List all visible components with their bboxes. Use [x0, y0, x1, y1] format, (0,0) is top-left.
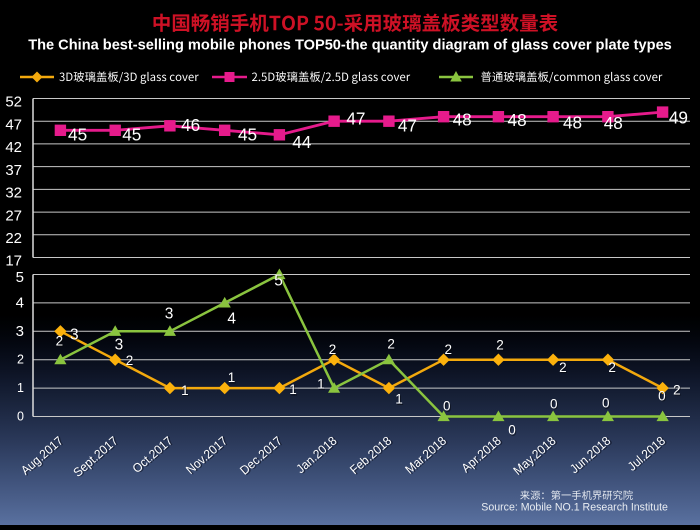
svg-text:3: 3 — [71, 328, 80, 345]
svg-text:3: 3 — [165, 305, 174, 322]
svg-text:5: 5 — [16, 269, 24, 286]
svg-text:47: 47 — [398, 116, 417, 136]
svg-text:2: 2 — [57, 335, 65, 350]
svg-text:1: 1 — [290, 383, 298, 398]
svg-text:47: 47 — [5, 116, 22, 133]
svg-text:46: 46 — [181, 115, 200, 135]
svg-text:0: 0 — [550, 397, 558, 412]
svg-text:4: 4 — [16, 295, 24, 312]
svg-text:3: 3 — [70, 326, 79, 343]
svg-text:0: 0 — [602, 396, 610, 411]
svg-text:48: 48 — [604, 113, 623, 133]
svg-text:45: 45 — [122, 125, 141, 145]
svg-text:22: 22 — [5, 230, 22, 247]
svg-text:32: 32 — [5, 185, 22, 202]
svg-text:2: 2 — [445, 343, 453, 358]
svg-text:2: 2 — [608, 360, 616, 375]
svg-text:The China best-selling mobile: The China best-selling mobile phones TOP… — [28, 38, 672, 54]
svg-text:2: 2 — [17, 353, 24, 367]
svg-text:3: 3 — [116, 338, 125, 355]
svg-text:2: 2 — [388, 338, 396, 353]
svg-text:2: 2 — [673, 382, 681, 397]
svg-text:49: 49 — [669, 108, 688, 128]
svg-text:52: 52 — [5, 94, 22, 111]
svg-text:48: 48 — [453, 109, 472, 129]
svg-text:27: 27 — [5, 207, 22, 224]
svg-text:45: 45 — [238, 124, 257, 144]
svg-text:2: 2 — [560, 361, 568, 376]
svg-text:2: 2 — [127, 354, 135, 369]
svg-text:1: 1 — [182, 384, 190, 399]
svg-text:17: 17 — [5, 253, 22, 270]
svg-text:45: 45 — [68, 125, 87, 145]
svg-text:2: 2 — [496, 338, 504, 353]
svg-text:5: 5 — [275, 274, 284, 291]
svg-text:0: 0 — [603, 397, 611, 412]
svg-text:3: 3 — [16, 323, 24, 340]
svg-text:1: 1 — [289, 382, 297, 397]
svg-text:1: 1 — [318, 378, 326, 393]
svg-text:2: 2 — [56, 333, 64, 348]
svg-text:2: 2 — [330, 343, 338, 358]
svg-text:0: 0 — [551, 398, 559, 413]
svg-text:1: 1 — [395, 392, 403, 407]
svg-text:2: 2 — [609, 361, 617, 376]
svg-text:0: 0 — [17, 409, 24, 423]
svg-text:0: 0 — [509, 424, 517, 439]
svg-text:3: 3 — [166, 307, 175, 324]
svg-text:2: 2 — [674, 384, 682, 399]
svg-text:0: 0 — [508, 423, 516, 438]
svg-text:0: 0 — [444, 400, 452, 415]
svg-text:2: 2 — [559, 360, 567, 375]
svg-text:Source: Mobile NO.1 Research I: Source: Mobile NO.1 Research Institute — [481, 502, 668, 514]
svg-text:0: 0 — [443, 399, 451, 414]
svg-text:2: 2 — [387, 337, 395, 352]
svg-text:1: 1 — [396, 393, 404, 408]
svg-text:37: 37 — [5, 162, 22, 179]
svg-text:2: 2 — [497, 339, 505, 354]
svg-text:2: 2 — [444, 342, 452, 357]
svg-text:44: 44 — [292, 132, 312, 152]
svg-text:2: 2 — [329, 342, 337, 357]
svg-text:0: 0 — [659, 390, 667, 405]
svg-text:1: 1 — [181, 383, 189, 398]
svg-text:1: 1 — [17, 381, 24, 395]
svg-text:48: 48 — [563, 112, 582, 132]
svg-text:47: 47 — [346, 109, 365, 129]
svg-text:5: 5 — [274, 272, 283, 289]
svg-text:4: 4 — [227, 311, 236, 328]
svg-text:1: 1 — [229, 371, 237, 386]
svg-text:48: 48 — [508, 110, 527, 130]
svg-text:1: 1 — [228, 370, 236, 385]
svg-text:0: 0 — [658, 389, 666, 404]
svg-text:3: 3 — [115, 337, 124, 354]
svg-text:4: 4 — [228, 312, 237, 329]
svg-text:42: 42 — [5, 139, 22, 156]
svg-text:1: 1 — [317, 377, 325, 392]
svg-text:2: 2 — [126, 353, 134, 368]
